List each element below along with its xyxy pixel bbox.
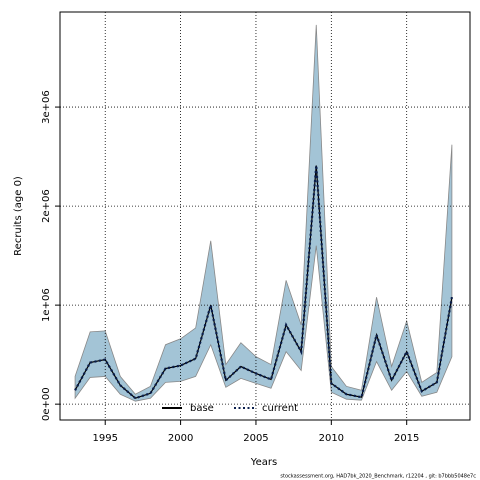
x-tick-label: 2015 (394, 433, 419, 444)
x-tick-label: 1995 (92, 433, 117, 444)
x-tick-label: 2010 (319, 433, 344, 444)
y-tick-label: 3e+06 (41, 90, 52, 124)
confidence-band (74, 24, 453, 402)
x-tick-label: 2005 (243, 433, 268, 444)
legend-label: base (190, 403, 214, 414)
footer: stockassessment.org, HAD7bk_2020_Benchma… (280, 474, 476, 480)
y-tick-label: 0e+00 (41, 387, 52, 421)
x-tick-label: 2000 (168, 433, 193, 444)
y-tick-label: 1e+06 (41, 288, 52, 322)
plot-frame (59, 11, 471, 421)
series-line (74, 165, 453, 400)
y-tick-label: 2e+06 (41, 189, 52, 223)
y-axis-label: Recruits (age 0) (13, 176, 24, 256)
legend-label: current (262, 403, 298, 414)
x-axis-label: Years (250, 457, 277, 468)
